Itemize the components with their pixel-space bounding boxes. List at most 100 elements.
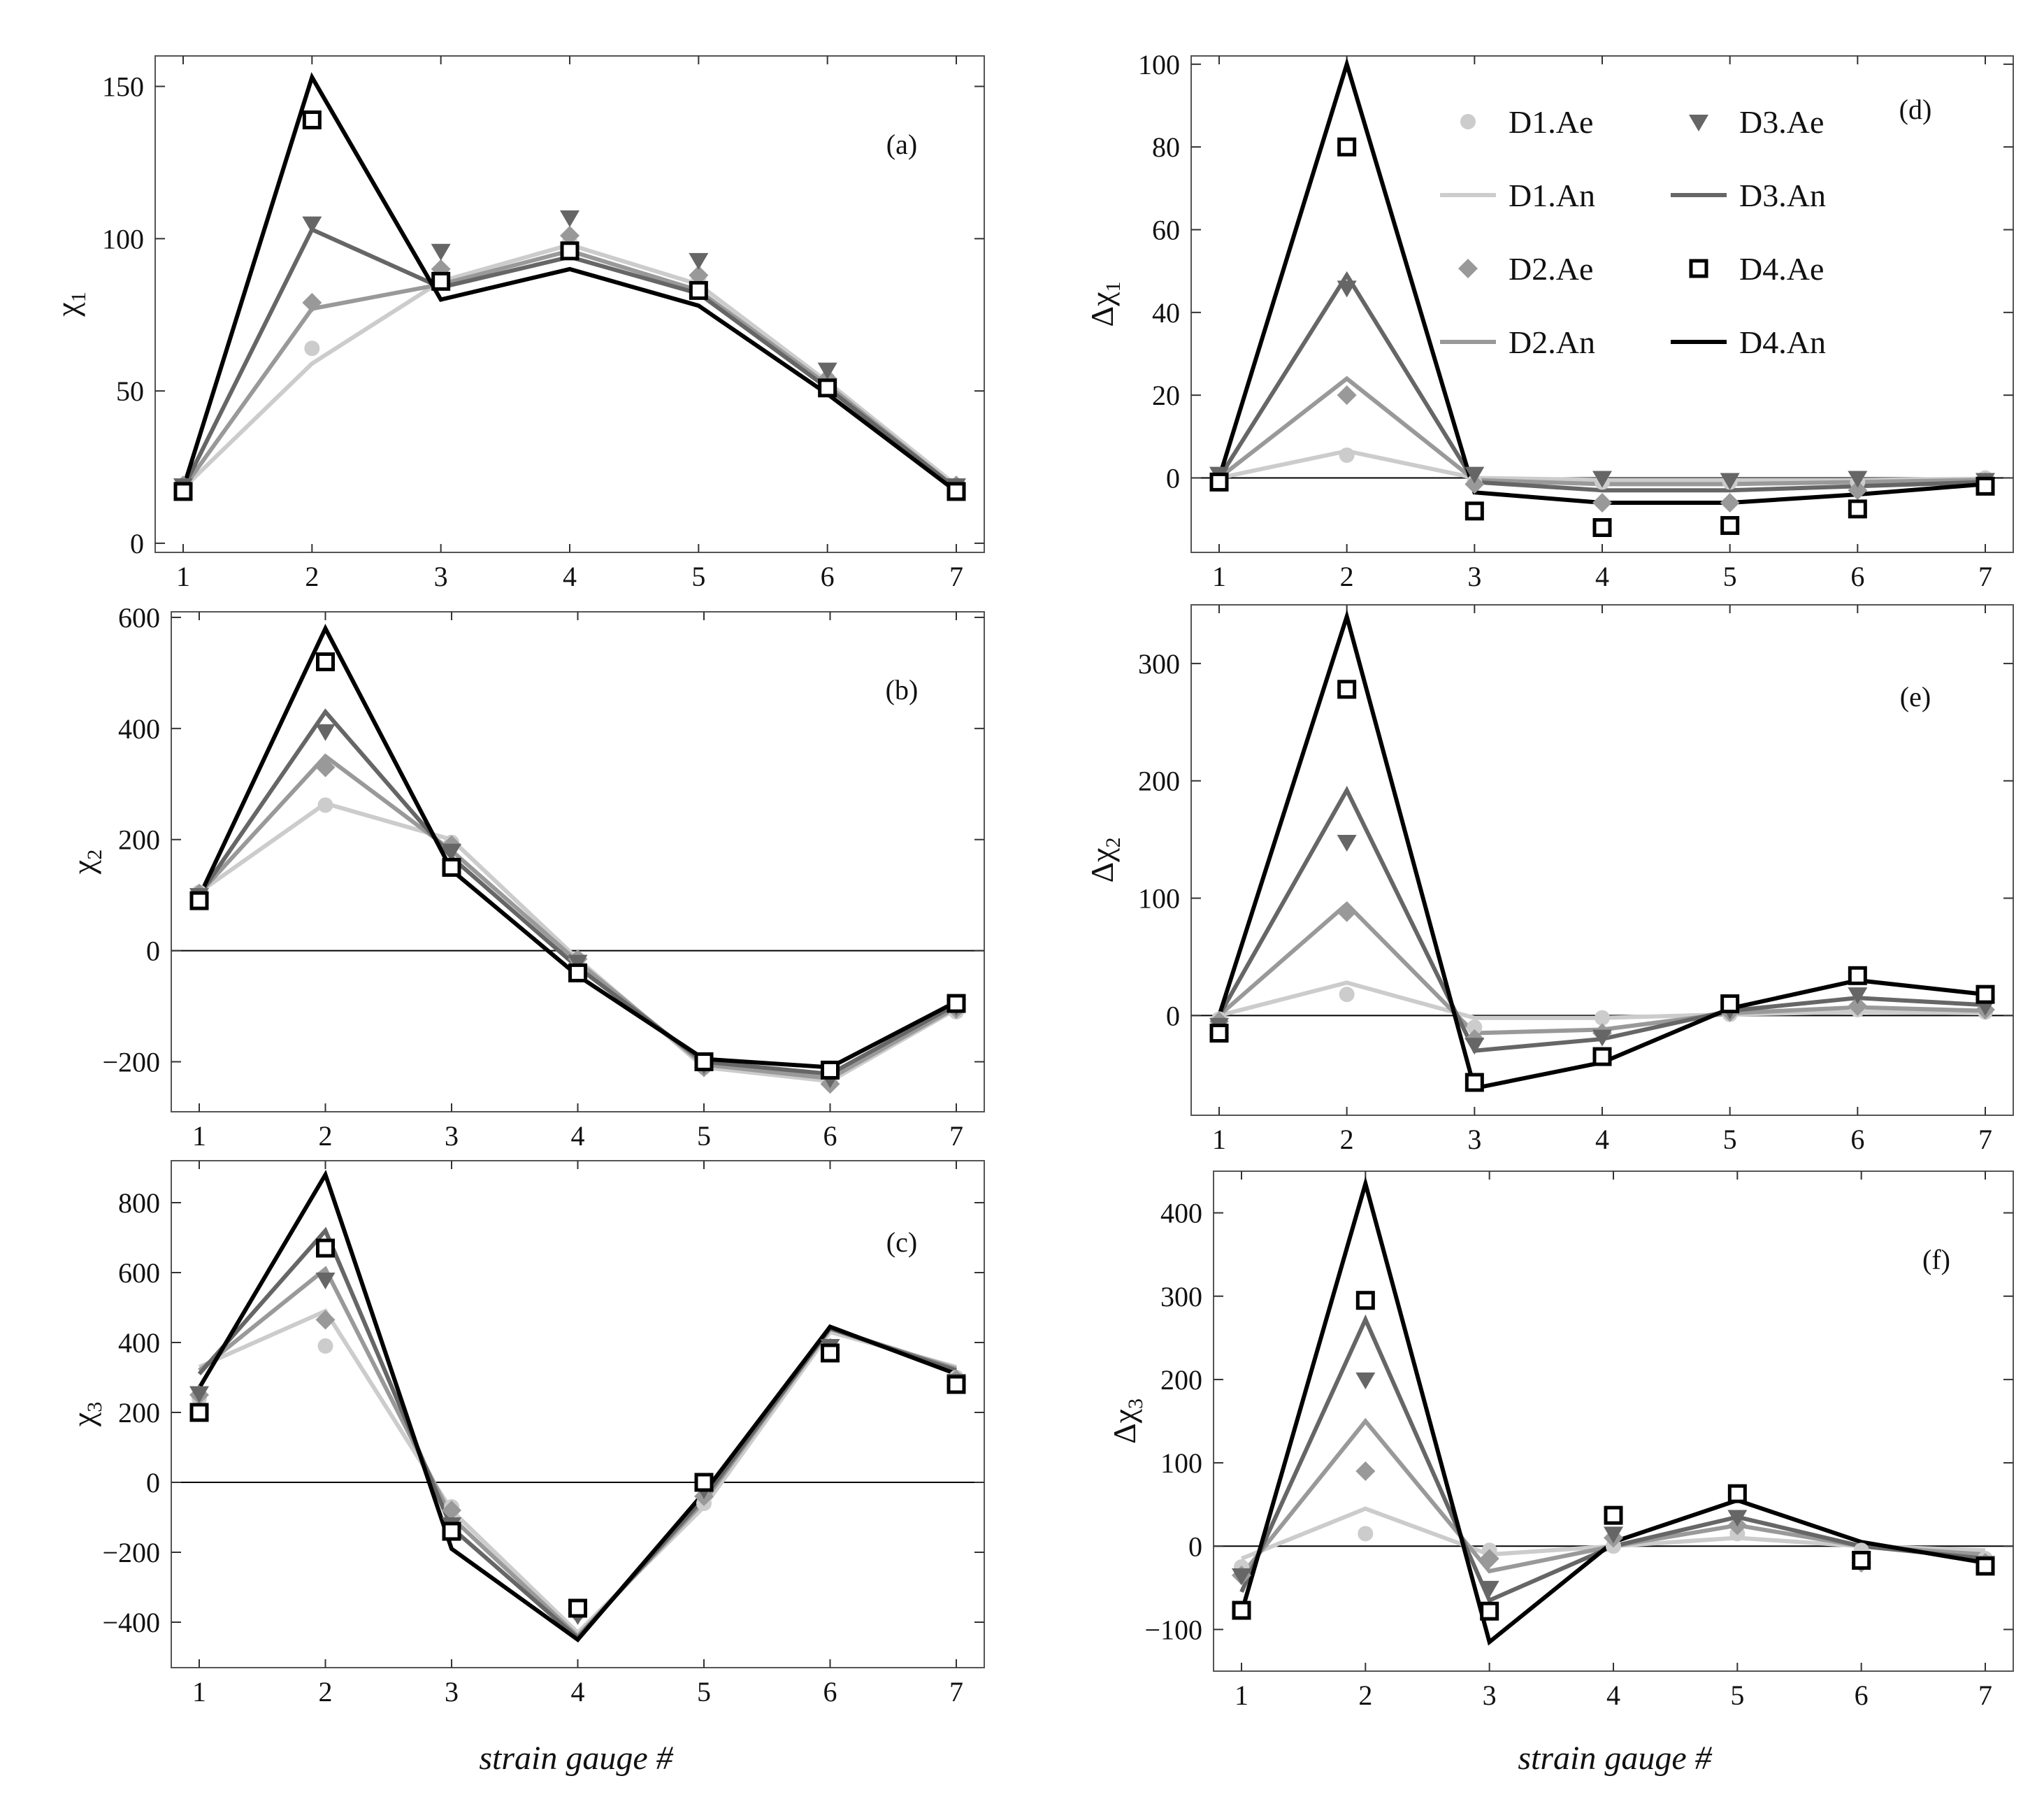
x-axis-title-right: strain gauge # bbox=[1518, 1740, 1712, 1777]
series-line-d3 bbox=[1217, 271, 1986, 493]
marker-d2 bbox=[1848, 996, 1868, 1016]
x-tick-label: 6 bbox=[1850, 1124, 1864, 1155]
marker-d4 bbox=[1592, 518, 1612, 537]
marker-d4 bbox=[189, 1403, 209, 1422]
marker-d2 bbox=[442, 1501, 461, 1520]
marker-d4 bbox=[1848, 966, 1867, 985]
y-axis-title: χ2 bbox=[66, 850, 106, 875]
y-axis-title-subscript: 3 bbox=[83, 1402, 106, 1412]
series-line-d4 bbox=[197, 1169, 958, 1643]
marker-d4 bbox=[173, 482, 193, 501]
x-tick-label: 4 bbox=[1595, 1124, 1609, 1155]
legend-marker-d2 bbox=[1458, 259, 1478, 278]
y-tick-label: 300 bbox=[1160, 1281, 1202, 1312]
marker-d2 bbox=[1592, 493, 1612, 513]
x-tick-label: 7 bbox=[949, 561, 963, 592]
marker-d4 bbox=[442, 1522, 461, 1541]
y-tick-label: 200 bbox=[1160, 1364, 1202, 1396]
marker-d3 bbox=[442, 843, 461, 861]
marker-d4 bbox=[947, 1375, 966, 1394]
marker-d1 bbox=[1595, 1010, 1610, 1026]
x-tick-label: 5 bbox=[697, 1120, 711, 1152]
y-axis-title-main: χ bbox=[66, 1412, 101, 1427]
legend-marker-d1 bbox=[1460, 114, 1476, 129]
marker-d1 bbox=[317, 797, 333, 813]
y-tick-label: 0 bbox=[1188, 1531, 1202, 1562]
x-tick-label: 1 bbox=[1235, 1680, 1248, 1711]
series-line-d3 bbox=[197, 1226, 957, 1641]
legend-label: D2.An bbox=[1509, 324, 1595, 360]
y-axis-title-main: Δχ bbox=[1084, 847, 1120, 883]
y-axis-title: χ1 bbox=[50, 292, 90, 317]
x-tick-label: 1 bbox=[192, 1676, 206, 1707]
marker-d4 bbox=[316, 652, 335, 671]
x-tick-label: 6 bbox=[1855, 1680, 1869, 1711]
marker-d3 bbox=[1355, 1372, 1376, 1389]
x-tick-label: 3 bbox=[1467, 1124, 1481, 1155]
y-tick-label: 400 bbox=[118, 713, 160, 745]
x-tick-label: 5 bbox=[1730, 1680, 1744, 1711]
marker-d2 bbox=[560, 225, 580, 245]
marker-d3 bbox=[1464, 1038, 1485, 1055]
panel-label: (e) bbox=[1900, 681, 1931, 713]
y-axis-title-subscript: 3 bbox=[1124, 1398, 1147, 1409]
y-axis-title: Δχ3 bbox=[1107, 1398, 1147, 1444]
marker-d4 bbox=[189, 891, 209, 910]
y-tick-label: 600 bbox=[118, 1257, 160, 1289]
marker-d1 bbox=[317, 1338, 333, 1354]
y-axis-title-subscript: 1 bbox=[1102, 282, 1125, 292]
y-tick-label: −200 bbox=[102, 1537, 160, 1568]
x-tick-label: 3 bbox=[1467, 561, 1481, 592]
y-axis-title-subscript: 2 bbox=[83, 850, 106, 860]
marker-d4 bbox=[1464, 501, 1484, 521]
marker-d3 bbox=[1727, 1510, 1748, 1527]
y-tick-label: −400 bbox=[102, 1607, 160, 1638]
marker-d2 bbox=[302, 292, 322, 313]
marker-d1 bbox=[1358, 1526, 1374, 1542]
legend-label: D1.Ae bbox=[1509, 104, 1593, 140]
x-tick-label: 6 bbox=[821, 561, 835, 592]
y-tick-label: 300 bbox=[1138, 648, 1180, 680]
marker-d1 bbox=[1339, 987, 1355, 1003]
y-tick-label: 100 bbox=[102, 223, 144, 255]
marker-d2 bbox=[689, 265, 709, 285]
x-tick-label: 6 bbox=[823, 1120, 837, 1152]
marker-d3 bbox=[1337, 280, 1357, 298]
x-tick-label: 3 bbox=[1483, 1680, 1497, 1711]
series-line-d4 bbox=[1239, 1175, 1986, 1646]
x-tick-label: 4 bbox=[571, 1120, 585, 1152]
marker-d4 bbox=[1355, 1291, 1375, 1310]
marker-d4 bbox=[1232, 1601, 1251, 1620]
x-tick-label: 1 bbox=[176, 561, 190, 592]
marker-d4 bbox=[1975, 985, 1995, 1004]
marker-d2 bbox=[1355, 1461, 1376, 1481]
y-tick-label: 0 bbox=[130, 528, 144, 559]
legend-marker-d4 bbox=[1689, 259, 1708, 278]
y-tick-label: −200 bbox=[102, 1047, 160, 1078]
y-tick-label: 0 bbox=[146, 1467, 160, 1498]
marker-d4 bbox=[1209, 1024, 1229, 1043]
marker-d2 bbox=[1337, 385, 1357, 406]
marker-d3 bbox=[1592, 471, 1612, 488]
marker-d3 bbox=[1848, 987, 1868, 1005]
y-tick-label: 0 bbox=[1166, 463, 1180, 494]
y-axis-title: χ3 bbox=[66, 1402, 106, 1427]
x-tick-label: 5 bbox=[697, 1676, 711, 1707]
marker-d2 bbox=[1479, 1549, 1499, 1569]
plot-frame bbox=[171, 1160, 985, 1668]
marker-d1 bbox=[1339, 447, 1355, 463]
marker-d3 bbox=[568, 954, 588, 972]
x-tick-label: 7 bbox=[949, 1120, 963, 1152]
x-tick-label: 5 bbox=[691, 561, 705, 592]
x-tick-label: 2 bbox=[1358, 1680, 1372, 1711]
y-axis-title: Δχ1 bbox=[1084, 282, 1125, 327]
x-tick-label: 2 bbox=[1340, 561, 1354, 592]
series-line-d2 bbox=[197, 753, 958, 1081]
marker-d4 bbox=[821, 1343, 840, 1363]
marker-d3 bbox=[1232, 1568, 1251, 1585]
marker-d3 bbox=[817, 362, 837, 380]
marker-d3 bbox=[315, 1273, 336, 1289]
x-tick-label: 2 bbox=[319, 1120, 333, 1152]
